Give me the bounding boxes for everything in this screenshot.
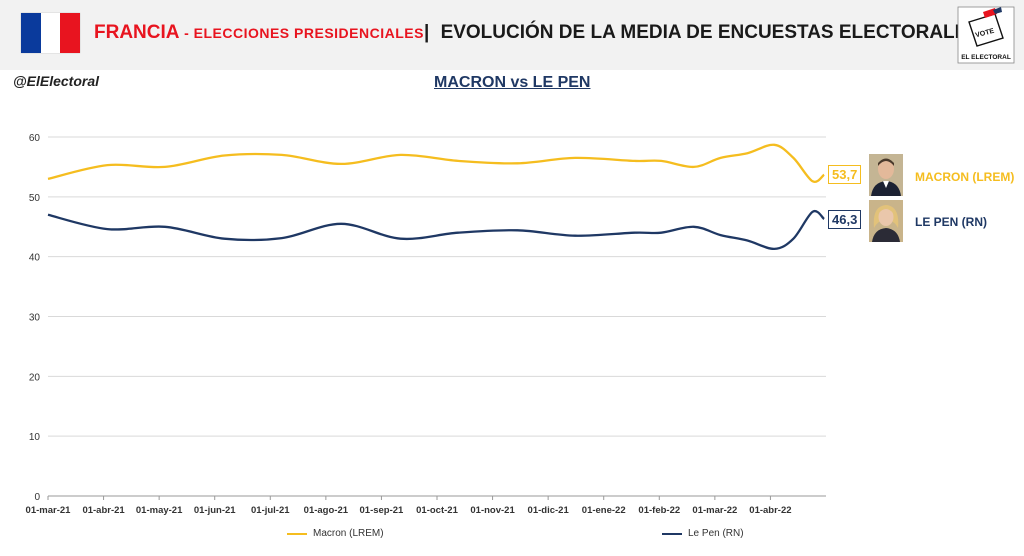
header-title: EVOLUCIÓN DE LA MEDIA DE ENCUESTAS ELECT… [440,22,980,43]
x-tick-label: 01-jul-21 [251,505,290,516]
header-separator: | [423,22,430,43]
x-tick-label: 01-mar-21 [26,505,72,516]
x-tick-label: 01-jun-21 [194,505,236,516]
y-tick-label: 40 [29,253,41,264]
lepen-portrait [869,200,903,242]
macron-name-label: MACRON (LREM) [915,170,1015,184]
grid-lines [48,136,826,497]
x-tick-label: 01-mar-22 [692,505,737,516]
legend-swatch-lepen [662,532,682,535]
y-tick-label: 30 [29,313,41,324]
series-line-macron [47,143,825,184]
legend-item-lepen: Le Pen (RN) [662,528,744,539]
logo-vote-text: VOTE [975,28,996,40]
x-tick-label: 01-sep-21 [360,505,405,516]
legend-swatch-macron [287,532,307,535]
legend-item-macron: Macron (LREM) [287,528,384,539]
legend-label-lepen: Le Pen (RN) [688,528,744,539]
x-tick-label: 01-abr-21 [82,505,125,516]
x-tick-label: 01-ago-21 [304,505,349,516]
y-axis-ticks: 0 10 20 30 40 50 60 [29,133,41,503]
flag-white-stripe [40,13,61,53]
chart-subtitle: MACRON vs LE PEN [434,74,591,91]
header-title-line: FRANCIA - ELECCIONES PRESIDENCIALES| EVO… [94,22,980,44]
x-tick-label: 01-oct-21 [416,505,458,516]
y-tick-label: 50 [29,193,41,204]
twitter-handle: @ElElectoral [13,73,100,89]
legend-label-macron: Macron (LREM) [313,528,384,539]
header-country: FRANCIA [94,22,179,43]
x-tick-label: 01-feb-22 [638,505,680,516]
y-tick-label: 20 [29,372,41,383]
flag-red-stripe [60,13,81,53]
x-tick-label: 01-nov-21 [470,505,515,516]
x-tick-label: 01-dic-21 [528,505,570,516]
lepen-last-value: 46,3 [828,210,862,229]
x-tick-label: 01-may-21 [136,505,183,516]
el-electoral-logo: VOTE EL ELECTORAL [957,6,1015,64]
y-tick-label: 10 [29,432,41,443]
x-tick-label: 01-ene-22 [582,505,626,516]
series-line-lepen [47,209,825,251]
x-tick-label: 01-abr-22 [749,505,791,516]
macron-last-value: 53,7 [828,165,862,184]
flag-blue-stripe [21,13,41,53]
france-flag-icon [21,13,81,53]
series-lines [47,143,825,251]
y-tick-label: 60 [29,133,41,144]
x-axis-ticks: 01-mar-21 01-abr-21 01-may-21 01-jun-21 01-j… [26,496,792,516]
lepen-name-label: LE PEN (RN) [915,215,987,229]
header-subtitle: - ELECCIONES PRESIDENCIALES [184,25,424,41]
logo-brand-text: EL ELECTORAL [961,54,1011,61]
header-bar: FRANCIA - ELECCIONES PRESIDENCIALES| EVO… [0,0,1024,70]
y-tick-label: 0 [34,492,40,503]
macron-portrait [869,154,903,196]
